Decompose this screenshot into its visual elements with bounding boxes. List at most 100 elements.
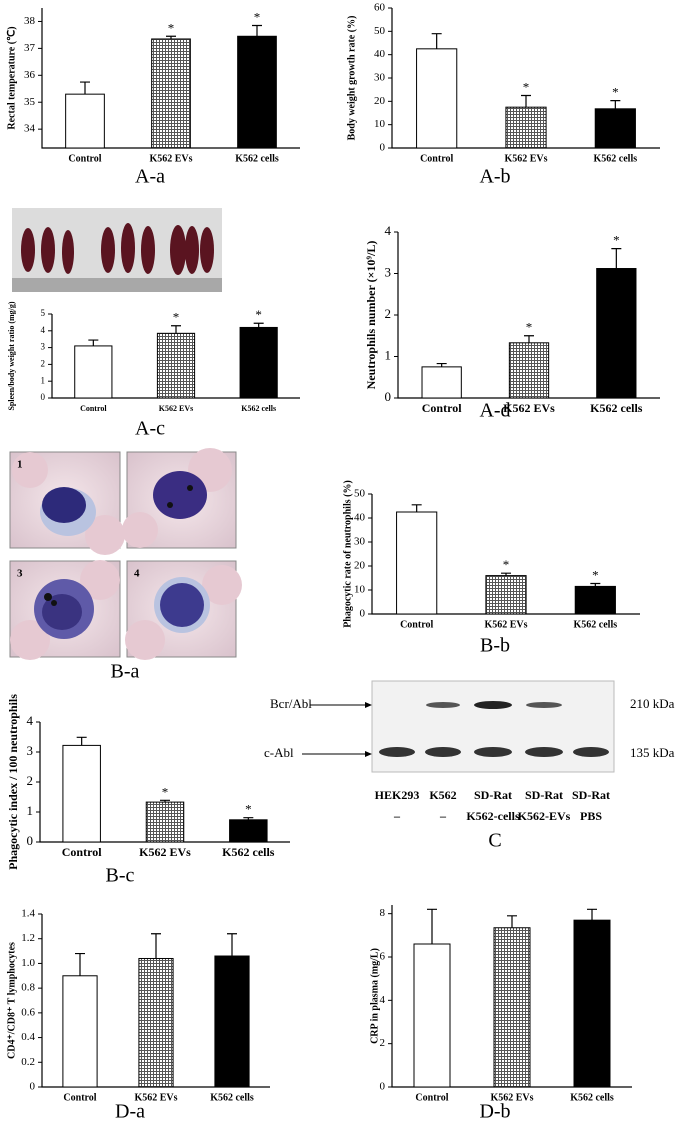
x-tick-label: K562 EVs — [504, 153, 547, 164]
y-tick-label: 2 — [380, 1037, 386, 1049]
x-tick-label: K562 cells — [570, 1092, 614, 1103]
y-axis-label: Spleen/body weight ratio (mg/g) — [7, 301, 16, 410]
bar — [493, 927, 531, 1088]
y-axis-label: Rectal temperature (℃) — [6, 26, 17, 129]
error-bar — [80, 81, 90, 95]
x-tick-label: Control — [62, 845, 102, 859]
x-tick-label: K562 cells — [590, 401, 643, 415]
lane-label: – — [439, 809, 447, 823]
band-label: Bcr/Abl — [270, 696, 312, 711]
error-bar — [166, 35, 176, 39]
y-axis-label: Body weight growth rate (%) — [346, 16, 357, 141]
y-tick-label: 2 — [385, 306, 392, 321]
micrograph-number: 1 — [17, 459, 23, 471]
panel-label: D-a — [115, 1101, 145, 1123]
y-tick-label: 50 — [354, 488, 366, 500]
error-bar — [411, 504, 422, 512]
y-tick-label: 1 — [27, 803, 34, 818]
y-tick-label: 0.4 — [21, 1031, 35, 1043]
panel-label: D-b — [479, 1101, 510, 1123]
chart-panel: 34 35 36 37 38 Rectal temperature (℃) Control *… — [6, 8, 300, 188]
significance-marker: * — [503, 557, 510, 572]
y-tick-label: 0 — [380, 142, 386, 154]
y-tick-label: 4 — [41, 325, 46, 335]
error-bar — [253, 322, 264, 328]
error-bar — [227, 933, 237, 957]
x-tick-label: K562 cells — [210, 1092, 254, 1103]
y-tick-label: 1 — [41, 375, 46, 385]
bar — [74, 345, 113, 399]
error-bar — [611, 248, 622, 269]
bar — [62, 744, 101, 843]
panel-label: B-a — [111, 661, 140, 683]
error-bar — [587, 908, 597, 921]
y-axis-label: CRP in plasma (mg/L) — [369, 948, 380, 1044]
error-bar — [160, 799, 170, 803]
error-bar — [171, 325, 181, 334]
bar — [65, 93, 105, 149]
lane-label: SD-Rat — [525, 788, 563, 802]
x-tick-label: K562 EVs — [503, 401, 555, 415]
y-tick-label: 8 — [380, 907, 386, 919]
y-tick-label: 0 — [30, 1081, 36, 1093]
error-bar — [436, 362, 447, 367]
y-tick-label: 6 — [380, 951, 386, 963]
y-tick-label: 10 — [374, 118, 386, 130]
y-tick-label: 20 — [374, 95, 386, 107]
bar — [416, 48, 458, 149]
chart-panel: 0 2 4 6 8 CRP in plasma (mg/L) Control K562 EVs… — [369, 905, 632, 1123]
error-bar — [88, 339, 99, 346]
spleen-photo — [12, 208, 222, 292]
bar — [145, 801, 185, 843]
significance-marker: * — [613, 233, 620, 248]
significance-marker: * — [526, 320, 533, 335]
y-tick-label: 36 — [24, 69, 36, 81]
y-tick-label: 1 — [385, 347, 392, 362]
bar — [508, 342, 550, 399]
error-bar — [610, 100, 621, 109]
y-tick-label: 37 — [24, 42, 36, 54]
error-bar — [524, 335, 534, 343]
x-tick-label: Control — [415, 1092, 448, 1103]
y-axis-label: Neutrophils number (×10⁹/L) — [364, 241, 378, 390]
chart-panel: 0 1 2 3 4 Phagocytic index / 100 neutrophils C… — [6, 694, 290, 887]
lane-label: – — [393, 809, 401, 823]
y-tick-label: 34 — [24, 123, 36, 135]
chart-panel: 0 10 20 30 40 50 60 Body weight growth rate (%)… — [346, 2, 660, 188]
x-tick-label: Control — [400, 619, 433, 630]
panel-label: C — [488, 830, 501, 852]
bar — [239, 326, 278, 399]
bar — [151, 38, 191, 149]
y-tick-label: 5 — [41, 308, 46, 318]
x-tick-label: Control — [63, 1092, 96, 1103]
x-tick-label: K562 EVs — [149, 153, 192, 164]
error-bar — [75, 952, 85, 976]
significance-marker: * — [592, 568, 599, 583]
y-tick-label: 30 — [374, 72, 386, 84]
y-tick-label: 38 — [24, 15, 36, 27]
error-bar — [521, 94, 531, 108]
y-tick-label: 0 — [385, 389, 392, 404]
y-tick-label: 30 — [354, 536, 366, 548]
y-tick-label: 0.6 — [21, 1006, 35, 1018]
y-tick-label: 0 — [41, 392, 46, 402]
y-tick-label: 35 — [24, 96, 36, 108]
panel-label: B-b — [480, 635, 510, 657]
lane-label: PBS — [580, 809, 602, 823]
panel-label: A-c — [135, 418, 165, 440]
y-tick-label: 40 — [374, 48, 386, 60]
y-tick-label: 50 — [374, 25, 386, 37]
y-tick-label: 2 — [41, 358, 46, 368]
band-label: c-Abl — [264, 745, 294, 760]
y-tick-label: 40 — [354, 512, 366, 524]
bar — [229, 819, 268, 843]
error-bar — [590, 582, 601, 587]
error-bar — [431, 33, 442, 49]
panel-label: A-d — [479, 400, 510, 422]
bar — [596, 268, 637, 399]
bar — [413, 943, 451, 1088]
y-axis-label: CD4⁺/CD8⁺ T lymphocytes — [6, 942, 17, 1059]
chart-panel: 0 1 2 3 4 5 Spleen/body weight ratio (mg/g) Con… — [7, 301, 300, 440]
chart-panel: 0 1 2 3 4 Neutrophils number (×10⁹/L) Control *… — [364, 223, 660, 422]
size-label: 210 kDa — [630, 696, 675, 711]
